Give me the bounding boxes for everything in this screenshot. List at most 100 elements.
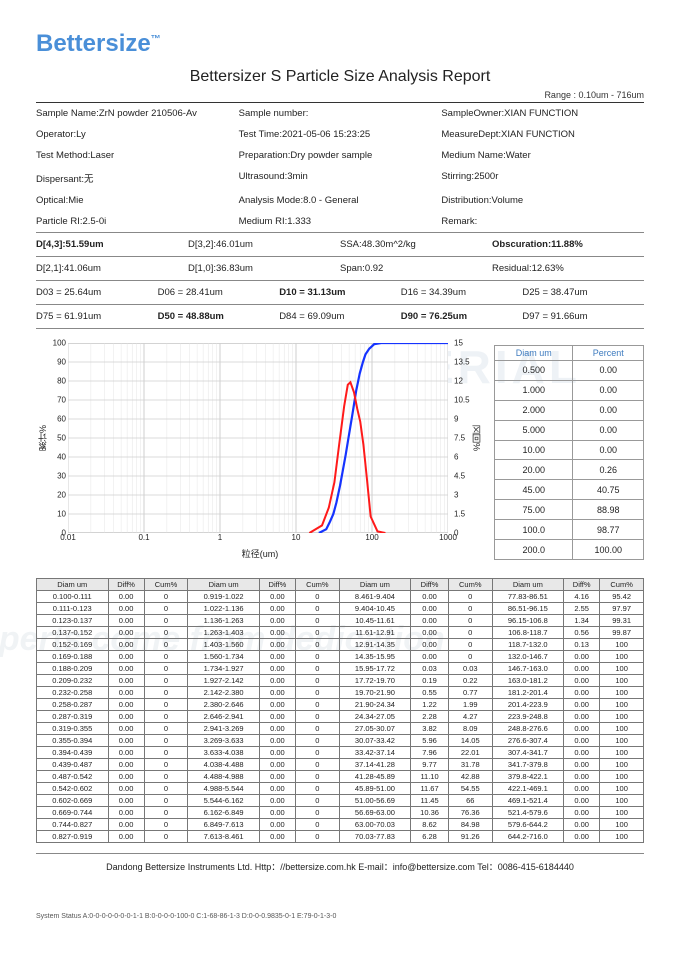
dist-cell: 22.01 [448, 747, 492, 759]
dp-row: 20.000.26 [495, 460, 644, 480]
dp-row: 200.0100.00 [495, 540, 644, 560]
dist-cell: 2.646-2.941 [188, 711, 260, 723]
y-left-tick: 90 [57, 358, 66, 367]
meta-row: Optical:MieAnalysis Mode:8.0 - GeneralDi… [36, 190, 644, 211]
meta-cell: Distribution:Volume [441, 195, 644, 206]
dist-cell: 0.00 [259, 591, 295, 603]
dist-cell: 0.00 [108, 819, 144, 831]
dist-cell: 0.00 [411, 651, 449, 663]
dist-cell: 66 [448, 795, 492, 807]
dist-cell: 91.26 [448, 831, 492, 843]
dist-cell: 644.2-716.0 [492, 831, 564, 843]
dist-cell: 4.038-4.488 [188, 759, 260, 771]
dp-cell: 5.000 [495, 420, 573, 440]
dist-cell: 56.69-63.00 [339, 807, 411, 819]
dist-cell: 1.403-1.560 [188, 639, 260, 651]
dist-cell: 9.404-10.45 [339, 603, 411, 615]
dist-cell: 1.99 [448, 699, 492, 711]
dist-cell: 0.13 [564, 639, 600, 651]
summary-cell: D16 = 34.39um [401, 287, 523, 298]
x-tick: 100 [365, 533, 378, 542]
dist-header: Diff% [259, 579, 295, 591]
dist-cell: 0 [296, 831, 340, 843]
dist-cell: 0 [144, 615, 188, 627]
y-left-tick: 20 [57, 491, 66, 500]
dist-cell: 0.00 [564, 819, 600, 831]
dist-cell: 0 [144, 723, 188, 735]
dist-cell: 2.28 [411, 711, 449, 723]
distribution-table: Diam umDiff%Cum%Diam umDiff%Cum%Diam umD… [36, 578, 644, 843]
dist-cell: 579.6-644.2 [492, 819, 564, 831]
dist-cell: 0.19 [411, 675, 449, 687]
dist-cell: 5.544-6.162 [188, 795, 260, 807]
dist-row: 0.744-0.8270.0006.849-7.6130.00063.00-70… [37, 819, 644, 831]
dist-cell: 0 [296, 627, 340, 639]
dist-cell: 0 [144, 819, 188, 831]
dist-cell: 99.31 [600, 615, 644, 627]
dist-row: 0.123-0.1370.0001.136-1.2630.00010.45-11… [37, 615, 644, 627]
dist-cell: 0 [296, 747, 340, 759]
dist-cell: 1.734-1.927 [188, 663, 260, 675]
dist-cell: 100 [600, 723, 644, 735]
dist-cell: 24.34-27.05 [339, 711, 411, 723]
summary-cell: Span:0.92 [340, 263, 492, 274]
dist-cell: 100 [600, 699, 644, 711]
dist-cell: 100 [600, 819, 644, 831]
dist-cell: 0 [144, 699, 188, 711]
dist-cell: 0 [144, 591, 188, 603]
y-left-label: 累计% [36, 425, 49, 451]
dist-cell: 0.00 [411, 615, 449, 627]
dist-cell: 4.988-5.544 [188, 783, 260, 795]
dist-cell: 0.00 [108, 639, 144, 651]
dist-row: 0.232-0.2580.0002.142-2.3800.00019.70-21… [37, 687, 644, 699]
dist-cell: 0 [296, 807, 340, 819]
dist-cell: 0.394-0.439 [37, 747, 109, 759]
dp-row: 0.5000.00 [495, 361, 644, 381]
meta-cell: Remark: [441, 216, 644, 227]
dist-cell: 0.03 [411, 663, 449, 675]
meta-row: Particle RI:2.5-0iMedium RI:1.333Remark: [36, 211, 644, 232]
dist-cell: 0 [296, 603, 340, 615]
dist-cell: 0.00 [564, 723, 600, 735]
dist-cell: 0 [296, 615, 340, 627]
dist-row: 0.287-0.3190.0002.646-2.9410.00024.34-27… [37, 711, 644, 723]
dist-cell: 0.00 [259, 783, 295, 795]
dp-row: 45.0040.75 [495, 480, 644, 500]
y-right-tick: 10.5 [454, 396, 470, 405]
dp-row: 100.098.77 [495, 520, 644, 540]
summary-cell: D75 = 61.91um [36, 311, 158, 322]
dist-cell: 7.613-8.461 [188, 831, 260, 843]
dist-cell: 1.34 [564, 615, 600, 627]
dist-cell: 86.51-96.15 [492, 603, 564, 615]
dist-cell: 0.00 [411, 591, 449, 603]
summary-cell: D84 = 69.09um [279, 311, 401, 322]
dist-cell: 0.00 [259, 723, 295, 735]
y-left-tick: 100 [53, 339, 66, 348]
dp-cell: 0.500 [495, 361, 573, 381]
x-tick: 0.1 [138, 533, 149, 542]
dist-cell: 0 [144, 783, 188, 795]
dist-cell: 100 [600, 795, 644, 807]
dist-cell: 0.00 [564, 687, 600, 699]
dist-cell: 469.1-521.4 [492, 795, 564, 807]
dist-cell: 0 [144, 711, 188, 723]
summary-cell: D10 = 31.13um [279, 287, 401, 298]
dist-cell: 4.16 [564, 591, 600, 603]
dist-cell: 0.00 [564, 651, 600, 663]
dist-cell: 0.188-0.209 [37, 663, 109, 675]
dist-row: 0.827-0.9190.0007.613-8.4610.00070.03-77… [37, 831, 644, 843]
dist-cell: 0.00 [411, 639, 449, 651]
dist-cell: 10.45-11.61 [339, 615, 411, 627]
dist-cell: 8.461-9.404 [339, 591, 411, 603]
dist-cell: 0.00 [259, 795, 295, 807]
y-left-tick: 30 [57, 472, 66, 481]
dp-row: 10.000.00 [495, 440, 644, 460]
dist-cell: 11.61-12.91 [339, 627, 411, 639]
dist-cell: 100 [600, 639, 644, 651]
dist-cell: 0.827-0.919 [37, 831, 109, 843]
dist-cell: 2.142-2.380 [188, 687, 260, 699]
dist-header: Diam um [492, 579, 564, 591]
summary-block: D[4,3]:51.59umD[3,2]:46.01umSSA:48.30m^2… [36, 233, 644, 329]
dist-row: 0.137-0.1520.0001.263-1.4030.00011.61-12… [37, 627, 644, 639]
dist-cell: 0.00 [108, 735, 144, 747]
